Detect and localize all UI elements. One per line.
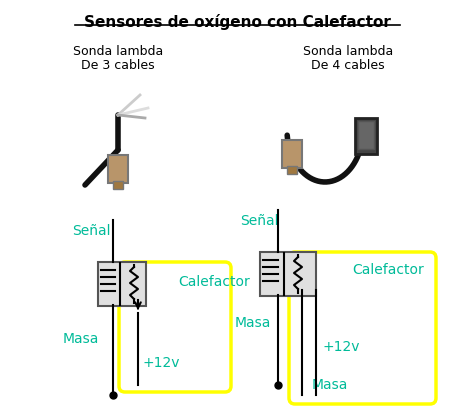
Bar [358, 121, 374, 149]
Text: Calefactor: Calefactor [178, 275, 250, 289]
Text: De 4 cables: De 4 cables [311, 59, 385, 72]
Text: +12v: +12v [323, 340, 361, 354]
Bar [260, 252, 316, 296]
Text: Calefactor: Calefactor [352, 263, 424, 277]
Text: +12v: +12v [143, 356, 181, 370]
FancyBboxPatch shape [289, 252, 436, 404]
Bar [355, 118, 377, 154]
Bar [108, 155, 128, 183]
Text: Masa: Masa [312, 378, 348, 392]
Text: Sensores de oxígeno con Calefactor: Sensores de oxígeno con Calefactor [83, 14, 391, 30]
Text: Masa: Masa [63, 332, 100, 346]
Bar [98, 262, 146, 306]
FancyBboxPatch shape [119, 262, 231, 392]
Bar [287, 166, 297, 174]
Text: Masa: Masa [235, 316, 272, 330]
Text: De 3 cables: De 3 cables [81, 59, 155, 72]
Text: Señal: Señal [240, 214, 279, 228]
Bar [113, 181, 123, 189]
Text: Señal: Señal [72, 224, 110, 238]
Text: Sonda lambda: Sonda lambda [73, 45, 163, 58]
Bar [282, 140, 302, 168]
Text: Sonda lambda: Sonda lambda [303, 45, 393, 58]
